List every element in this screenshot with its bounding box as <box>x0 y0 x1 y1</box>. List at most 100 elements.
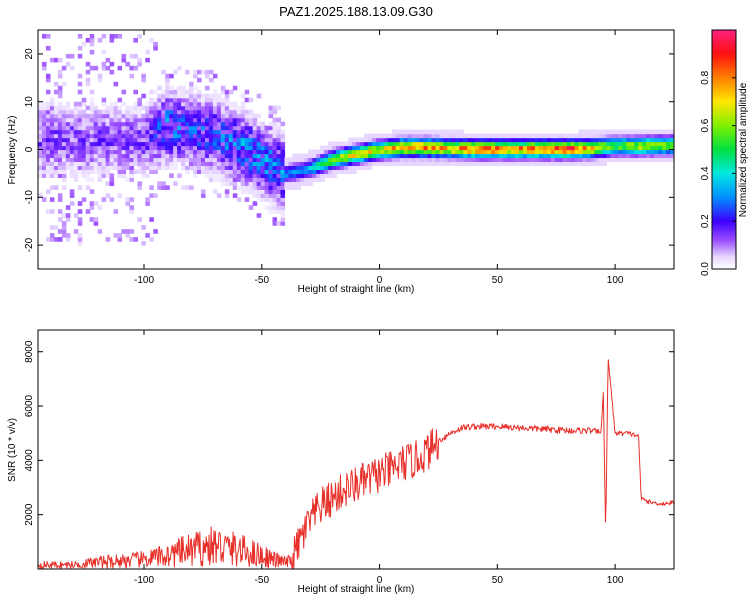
spectrogram-cell <box>320 165 325 171</box>
spectrogram-cell <box>121 149 127 155</box>
spectrogram-cell <box>177 173 182 178</box>
spectrogram-cell <box>149 169 154 174</box>
spectrogram-cell <box>38 173 43 178</box>
spectrogram-cell <box>89 89 95 95</box>
spectrogram-cell <box>193 117 198 123</box>
spectrogram-cell <box>348 169 353 174</box>
spectrogram-cell <box>272 153 278 159</box>
spectrogram-cell <box>121 57 127 63</box>
spectrogram-cell <box>435 145 441 151</box>
spectrogram-cell <box>200 149 206 155</box>
spectrogram-cell <box>69 169 75 174</box>
spectrogram-cell <box>77 237 83 242</box>
spectrogram-cell <box>169 141 174 147</box>
spectrogram-cell <box>169 97 174 103</box>
spectrogram-cell <box>618 137 623 143</box>
spectrogram-cell <box>395 161 401 167</box>
spectrogram-cell <box>522 141 528 147</box>
spectrogram-cell <box>165 165 170 171</box>
spectrogram-cell <box>328 169 333 174</box>
spectrogram-cell <box>57 153 63 159</box>
spectrogram-cell <box>244 125 250 131</box>
spectrogram-cell <box>165 185 170 190</box>
spectrogram-cell <box>181 109 186 115</box>
spectrogram-cell <box>97 137 103 143</box>
snr-plot-area <box>38 330 674 569</box>
spectrogram-cell <box>228 137 234 143</box>
spectrogram-cell <box>558 157 564 163</box>
spectrogram-cell <box>268 153 274 159</box>
spectrogram-cell <box>232 121 238 127</box>
spectrogram-cell <box>367 145 373 151</box>
spectrogram-cell <box>320 161 325 167</box>
spectrogram-cell <box>53 113 59 119</box>
spectrogram-cell <box>93 145 99 151</box>
spectrogram-cell <box>228 177 234 182</box>
spectrogram-cell <box>105 161 111 167</box>
spectrogram-cell <box>177 137 182 143</box>
spectrogram-cell <box>566 141 572 147</box>
spectrogram-cell <box>220 149 226 155</box>
spectrogram-cell <box>38 137 43 143</box>
spectrogram-cell <box>427 137 433 143</box>
colorbar-tick-label: 0.0 <box>700 262 711 276</box>
spectrogram-cell <box>590 157 596 163</box>
spectrogram-cell <box>81 101 87 107</box>
spectrogram-cell <box>375 137 381 143</box>
spectrogram-cell <box>224 89 230 95</box>
spectrogram-cell <box>359 149 365 155</box>
spectrogram-cell <box>113 137 119 143</box>
spectrogram-cell <box>200 129 206 135</box>
spectrogram-cell <box>284 185 290 190</box>
spectrogram-cell <box>153 161 158 167</box>
spectrogram-cell <box>105 117 111 123</box>
spectrogram-cell <box>49 137 55 143</box>
spectrogram-cell <box>483 141 488 147</box>
spectrogram-cell <box>646 141 651 147</box>
spectrogram-cell <box>443 145 449 151</box>
spectrogram-cell <box>256 149 262 155</box>
spectrogram-cell <box>189 101 194 107</box>
spectrogram-cell <box>308 177 313 182</box>
spectrogram-cell <box>204 97 210 103</box>
spectrogram-cell <box>367 141 373 147</box>
spectrogram-cell <box>145 233 150 238</box>
spectrogram-cell <box>658 153 663 159</box>
spectrogram-cell <box>117 33 123 39</box>
spectrogram-cell <box>574 161 580 167</box>
spectrogram-cell <box>49 237 55 242</box>
spectrogram-cell <box>169 133 174 139</box>
spectrogram-cell <box>137 97 142 103</box>
spectrogram-cell <box>602 129 608 135</box>
spectrogram-cell <box>137 153 142 159</box>
spectrogram-cell <box>173 89 178 95</box>
spectrogram-cell <box>149 185 154 190</box>
spectrogram-cell <box>77 141 83 147</box>
spectrogram-cell <box>634 133 639 139</box>
spectrogram-cell <box>197 69 202 75</box>
spectrogram-cell <box>165 93 170 99</box>
spectrogram-cell <box>204 69 210 75</box>
spectrogram-cell <box>431 137 437 143</box>
spectrogram-cell <box>153 109 158 115</box>
spectrogram-cell <box>77 73 83 79</box>
spectrogram-cell <box>73 173 79 178</box>
spectrogram-cell <box>157 149 162 155</box>
spectrogram-cell <box>61 125 67 131</box>
spectrogram-cell <box>586 133 592 139</box>
spectrogram-cell <box>610 153 615 159</box>
spectrogram-cell <box>65 53 71 59</box>
spectrogram-cell <box>133 89 138 95</box>
spectrogram-cell <box>475 141 480 147</box>
spectrogram-cell <box>129 105 135 111</box>
spectrogram-cell <box>459 137 464 143</box>
spectrogram-cell <box>630 157 635 163</box>
spectrogram-cell <box>268 109 274 115</box>
spectrogram-cell <box>212 73 218 79</box>
spectrogram-cell <box>41 33 47 39</box>
spectrogram-cell <box>387 157 393 163</box>
spectrogram-cell <box>666 129 671 135</box>
spectrogram-cell <box>224 93 230 99</box>
spectrogram-cell <box>443 157 449 163</box>
spectrogram-cell <box>224 113 230 119</box>
